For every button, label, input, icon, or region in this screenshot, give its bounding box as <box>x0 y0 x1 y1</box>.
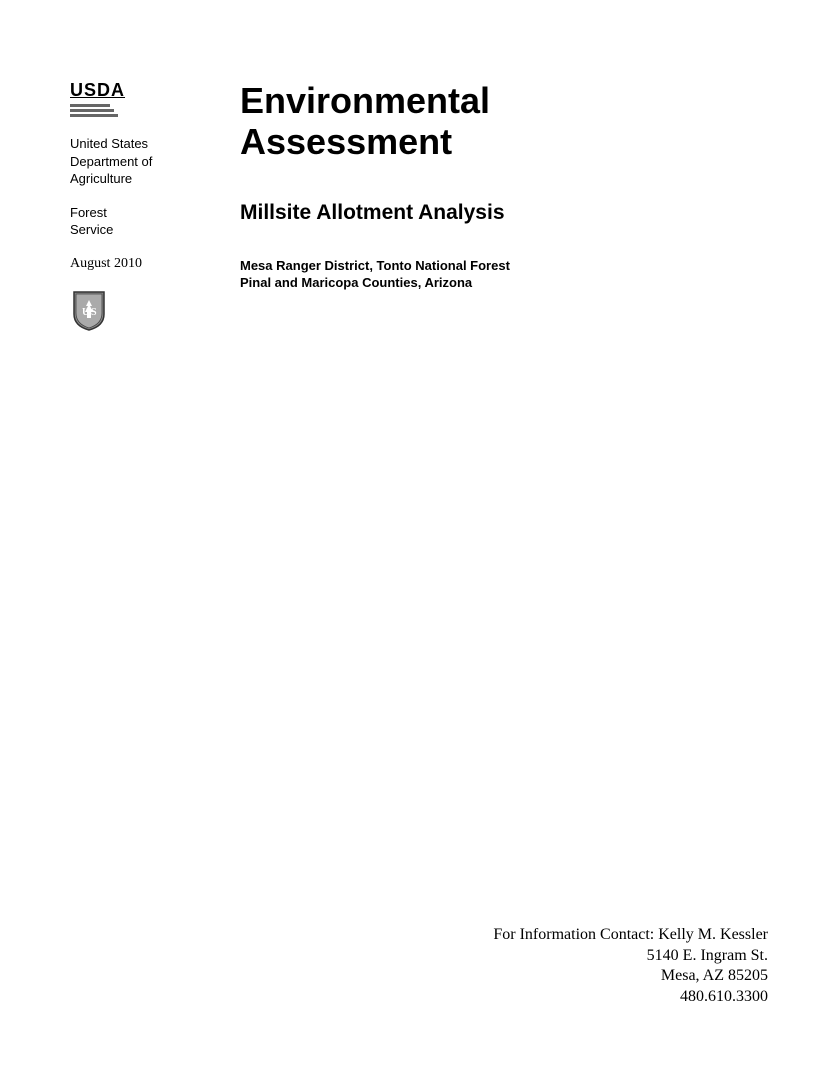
contact-info: For Information Contact: Kelly M. Kessle… <box>493 925 768 1008</box>
contact-city: Mesa, AZ 85205 <box>493 966 768 987</box>
usda-logo-text: USDA <box>70 80 190 101</box>
service-label: Forest Service <box>70 204 190 239</box>
forest-service-shield-icon: U S <box>70 290 190 337</box>
location-line-1: Mesa Ranger District, Tonto National For… <box>240 257 768 275</box>
date-label: August 2010 <box>70 255 190 274</box>
contact-name: For Information Contact: Kelly M. Kessle… <box>493 925 768 946</box>
contact-phone: 480.610.3300 <box>493 987 768 1008</box>
location-info: Mesa Ranger District, Tonto National For… <box>240 257 768 292</box>
document-title: Environmental Assessment <box>240 80 768 163</box>
main-content: Environmental Assessment Millsite Allotm… <box>220 80 768 337</box>
top-section: USDA United States Department of Agricul… <box>70 80 768 337</box>
department-label: United States Department of Agriculture <box>70 135 190 188</box>
sidebar: USDA United States Department of Agricul… <box>70 80 190 337</box>
usda-logo-bars-icon <box>70 104 190 117</box>
usda-logo: USDA <box>70 80 190 117</box>
contact-address: 5140 E. Ingram St. <box>493 946 768 967</box>
svg-text:S: S <box>91 307 97 318</box>
document-subtitle: Millsite Allotment Analysis <box>240 201 768 225</box>
document-page: USDA United States Department of Agricul… <box>0 0 838 1083</box>
location-line-2: Pinal and Maricopa Counties, Arizona <box>240 274 768 292</box>
